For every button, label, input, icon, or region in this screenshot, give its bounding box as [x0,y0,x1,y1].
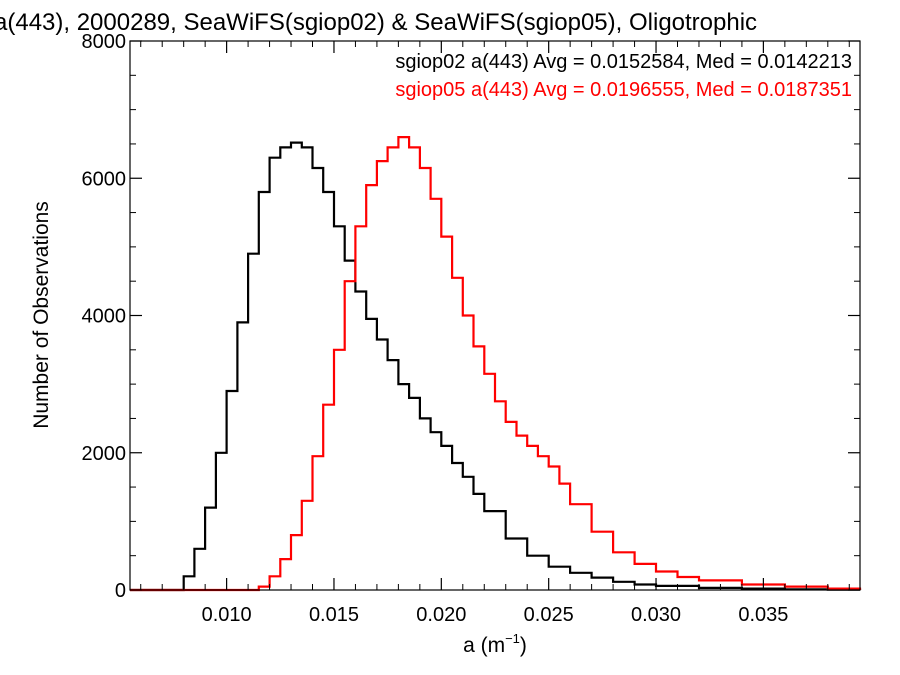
x-tick-label: 0.015 [309,604,359,626]
x-axis: 0.010 0.015 0.020 0.025 0.030 0.035 [140,41,850,626]
y-axis: 0 2000 4000 6000 8000 [82,31,860,602]
series-line-1 [130,141,862,592]
x-tick-label: 0.020 [416,604,466,626]
y-axis-title: Number of Observations [30,201,53,429]
legend: sgiop02 a(443) Avg = 0.0152584, Med = 0.… [395,51,852,101]
series-line-2 [130,136,862,592]
chart-title: a(443), 2000289, SeaWiFS(sgiop02) & SeaW… [0,9,757,36]
x-axis-title-main: a (m [463,634,505,657]
series-layer [130,136,862,592]
x-axis-title: a (m−1) [463,631,527,657]
legend-entry-2: sgiop05 a(443) Avg = 0.0196555, Med = 0.… [395,79,852,101]
x-tick-label: 0.035 [738,604,788,626]
y-tick-label: 4000 [82,306,127,328]
y-tick-label: 8000 [82,31,127,53]
x-tick-label: 0.010 [202,604,252,626]
x-axis-title-superscript: −1 [505,631,520,646]
x-tick-label: 0.025 [524,604,574,626]
legend-entry-1: sgiop02 a(443) Avg = 0.0152584, Med = 0.… [395,51,852,73]
x-tick-label: 0.030 [631,604,681,626]
y-tick-label: 2000 [82,443,127,465]
x-axis-title-close: ) [520,634,527,657]
y-tick-label: 0 [115,580,126,602]
y-tick-label: 6000 [82,168,127,190]
